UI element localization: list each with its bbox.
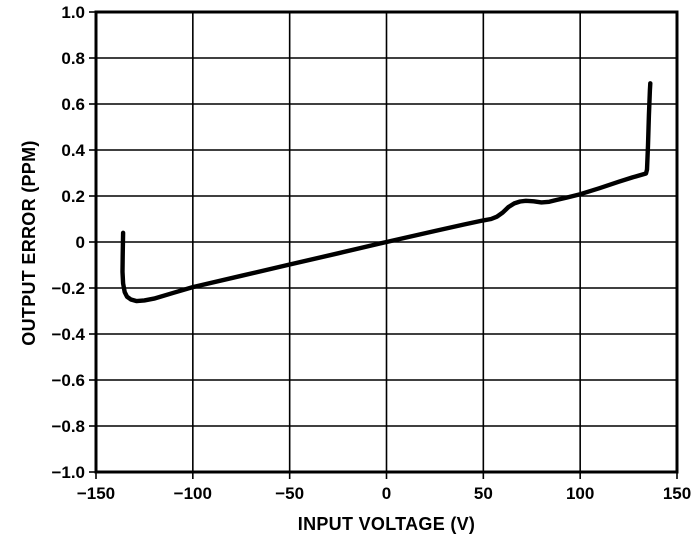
x-tick-label: −50 bbox=[275, 484, 304, 503]
y-tick-label: −1.0 bbox=[51, 463, 85, 482]
x-tick-label: −150 bbox=[77, 484, 115, 503]
y-tick-label: 0.4 bbox=[61, 141, 85, 160]
y-axis-title: OUTPUT ERROR (PPM) bbox=[19, 140, 39, 346]
y-tick-label: −0.2 bbox=[51, 279, 85, 298]
data-series-line bbox=[120, 81, 653, 304]
x-tick-label: 100 bbox=[566, 484, 594, 503]
y-tick-label: 1.0 bbox=[61, 3, 85, 22]
plot-frame bbox=[94, 10, 679, 474]
y-tick-label: 0 bbox=[76, 233, 85, 252]
x-axis-title: INPUT VOLTAGE (V) bbox=[297, 514, 476, 534]
x-tick-label: −100 bbox=[174, 484, 212, 503]
x-tick-label: 150 bbox=[663, 484, 691, 503]
x-tick-label: 0 bbox=[382, 484, 391, 503]
y-tick-label: −0.4 bbox=[51, 325, 85, 344]
y-tick-label: 0.8 bbox=[61, 49, 85, 68]
x-tick-label: 50 bbox=[474, 484, 493, 503]
y-tick-label: 0.2 bbox=[61, 187, 85, 206]
y-tick-label: −0.8 bbox=[51, 417, 85, 436]
y-tick-label: −0.6 bbox=[51, 371, 85, 390]
y-tick-label: 0.6 bbox=[61, 95, 85, 114]
